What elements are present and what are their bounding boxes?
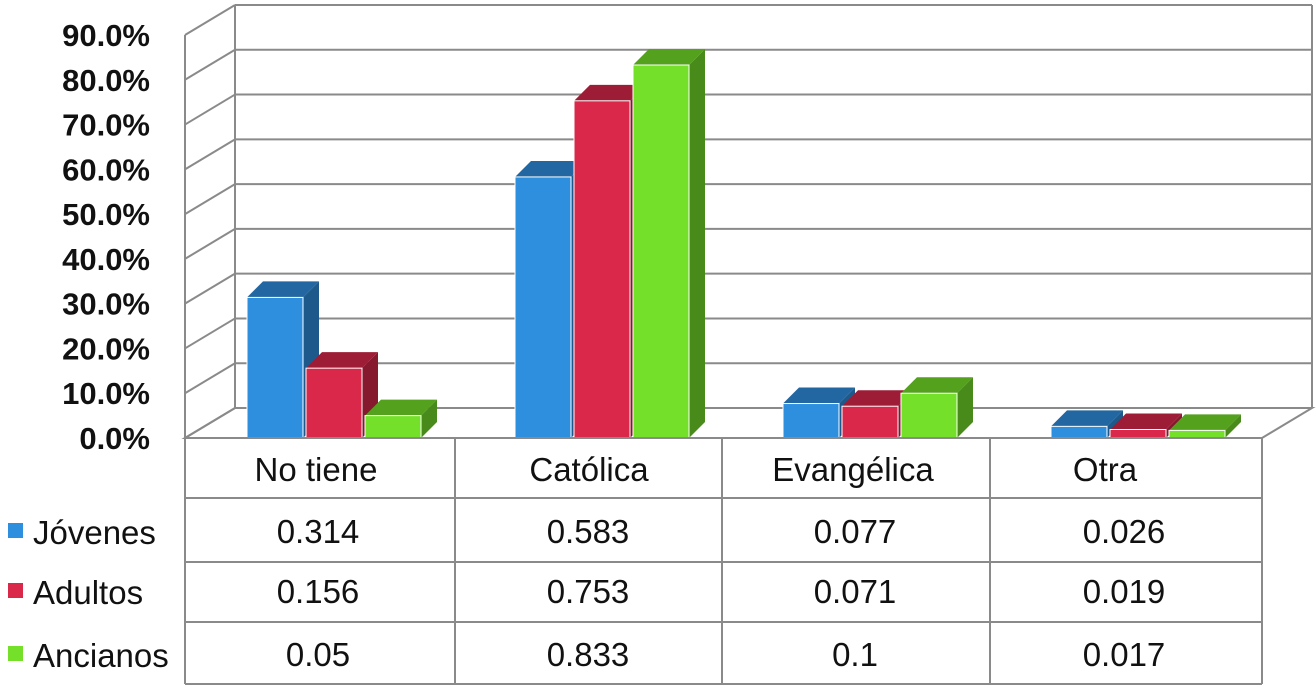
gridline-depth [184,183,236,215]
y-tick-label: 0.0% [79,421,150,456]
data-label: 0.583 [547,513,630,550]
y-tick-label: 20.0% [62,331,150,366]
bar-top [574,84,646,101]
legend: Jóvenes Adultos Ancianos [8,514,169,674]
bar-top [783,387,855,404]
bar-front [900,392,958,439]
bar-side [957,377,973,438]
legend-item-ancianos: Ancianos [8,637,169,674]
data-label: 0.077 [814,513,897,550]
y-tick-label: 60.0% [62,152,150,187]
gridline-depth [184,48,236,81]
y-tick-label: 30.0% [62,287,150,322]
bar-ancianos-no-tiene [364,399,437,439]
bar-front [305,367,363,439]
data-label: 0.1 [832,636,878,673]
legend-item-jovenes: Jóvenes [8,514,156,551]
legend-swatch [8,583,23,598]
legend-label: Ancianos [33,637,169,674]
data-label: 0.071 [814,573,897,610]
bar-top [1110,413,1182,430]
gridline-depth [184,93,236,126]
gridline-depth [184,407,236,439]
data-label: 0.833 [547,636,630,673]
data-label: 0.019 [1083,573,1166,610]
x-tick-label: Católica [529,451,649,488]
bar-front [632,64,690,439]
legend-item-adultos: Adultos [8,574,143,611]
bars [246,49,1241,439]
gridline-depth [184,228,236,260]
bar-ancianos-evangelica [900,377,973,439]
data-table: No tiene Católica Evangélica Otra 0.314 0.583… [184,437,1263,685]
bar-top [515,160,587,177]
bar-front [364,415,422,439]
x-tick-label: Otra [1073,451,1138,488]
y-axis-ticks: 0.0% 10.0% 20.0% 30.0% 40.0% 50.0% 60.0% 70.0% 8… [62,18,150,456]
bar-top [306,352,378,369]
bar-ancianos-catolica [632,49,705,439]
data-label: 0.753 [547,573,630,610]
legend-swatch [8,523,23,538]
bar-top [901,377,973,394]
data-label: 0.026 [1083,513,1166,550]
gridline-depth [184,272,236,305]
bar-top [633,49,705,66]
legend-label: Adultos [33,574,143,611]
bar-top [365,399,437,416]
bar-front [782,403,840,439]
y-tick-label: 10.0% [62,376,150,411]
gridline-depth [184,317,236,350]
bar-top [842,390,914,407]
bar-top [247,281,319,298]
y-tick-label: 40.0% [62,242,150,277]
bar-front [1168,429,1226,439]
bar-front [1050,425,1108,439]
data-label: 0.156 [277,573,360,610]
data-label: 0.314 [277,513,360,550]
gridline-depth [184,138,236,171]
gridlines [184,4,1312,439]
y-tick-label: 90.0% [62,18,150,53]
data-label: 0.05 [286,636,350,673]
bar-side [689,49,705,439]
bar-front [1109,428,1167,439]
gridline-depth [184,362,236,395]
y-tick-label: 70.0% [62,108,150,143]
x-tick-label: Evangélica [772,451,934,488]
bar-top [1169,414,1241,431]
bar-front [573,100,631,439]
legend-swatch [8,646,23,661]
x-tick-label: No tiene [255,451,378,488]
data-label: 0.017 [1083,636,1166,673]
bar-side [1225,414,1241,438]
bar-front [246,296,304,439]
gridline-depth [184,4,236,36]
y-tick-label: 50.0% [62,197,150,232]
bar-side [421,399,437,438]
bar-top [1051,410,1123,427]
y-tick-label: 80.0% [62,63,150,98]
bar-front [841,405,899,439]
bar-front [514,176,572,439]
legend-label: Jóvenes [33,514,156,551]
bar-ancianos-otra [1168,414,1241,439]
